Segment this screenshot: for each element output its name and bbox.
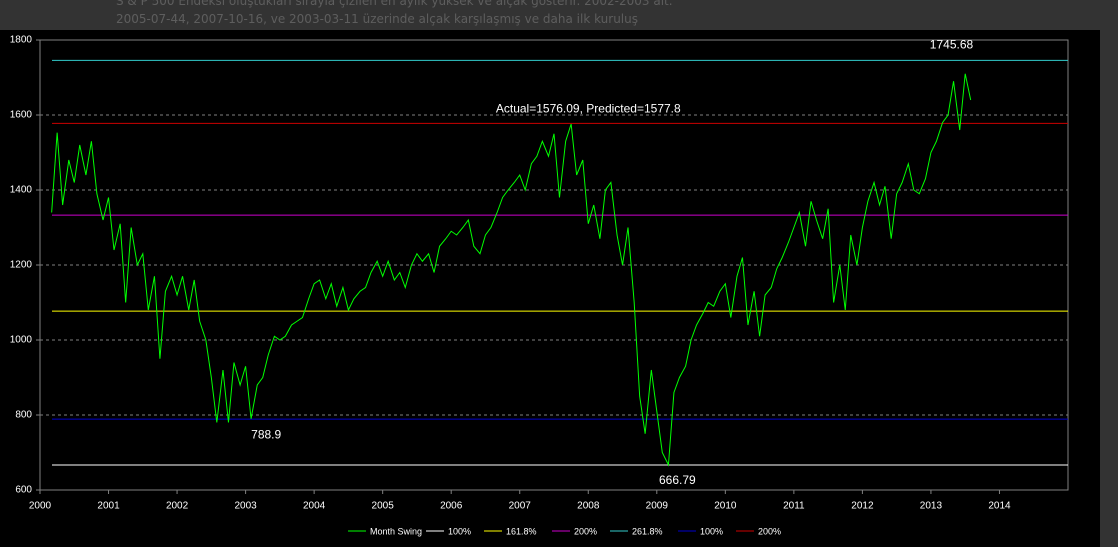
header-text: S & P 500 Endeksi oluştukları sırayla çi…	[116, 0, 673, 8]
x-tick-label: 2002	[166, 501, 189, 512]
chart-background	[0, 30, 1100, 547]
x-tick-label: 2010	[714, 501, 737, 512]
legend-label: 261.8%	[632, 526, 663, 536]
x-tick-label: 2011	[783, 501, 805, 512]
legend-label: 200%	[758, 526, 781, 536]
header-text: 2005-07-44, 2007-10-16, ve 2003-03-11 üz…	[116, 12, 638, 26]
y-tick-label: 1600	[10, 110, 33, 121]
legend-label: 200%	[574, 526, 597, 536]
x-tick-label: 2012	[851, 501, 874, 512]
x-tick-label: 2001	[97, 501, 120, 512]
x-tick-label: 2000	[29, 501, 52, 512]
legend-label: 100%	[448, 526, 471, 536]
legend-label: 161.8%	[506, 526, 537, 536]
y-tick-label: 600	[15, 485, 32, 496]
legend-label: Month Swing	[370, 526, 422, 536]
x-tick-label: 2007	[509, 501, 532, 512]
x-tick-label: 2008	[577, 501, 600, 512]
x-tick-label: 2004	[303, 501, 326, 512]
y-tick-label: 800	[15, 410, 32, 421]
legend-label: 100%	[700, 526, 723, 536]
x-tick-label: 2005	[372, 501, 395, 512]
x-tick-label: 2009	[646, 501, 669, 512]
y-tick-label: 1400	[10, 185, 33, 196]
annotation: 788.9	[251, 427, 281, 441]
x-tick-label: 2006	[440, 501, 463, 512]
annotation: 1745.68	[930, 38, 974, 52]
y-tick-label: 1800	[10, 35, 33, 46]
x-tick-label: 2003	[234, 501, 257, 512]
x-tick-label: 2014	[988, 501, 1011, 512]
series-line	[51, 73, 972, 467]
annotation: Actual=1576.09, Predicted=1577.8	[496, 101, 681, 115]
annotation: 666.79	[659, 473, 696, 487]
x-tick-label: 2013	[920, 501, 943, 512]
y-tick-label: 1200	[10, 260, 33, 271]
y-tick-label: 1000	[10, 335, 33, 346]
